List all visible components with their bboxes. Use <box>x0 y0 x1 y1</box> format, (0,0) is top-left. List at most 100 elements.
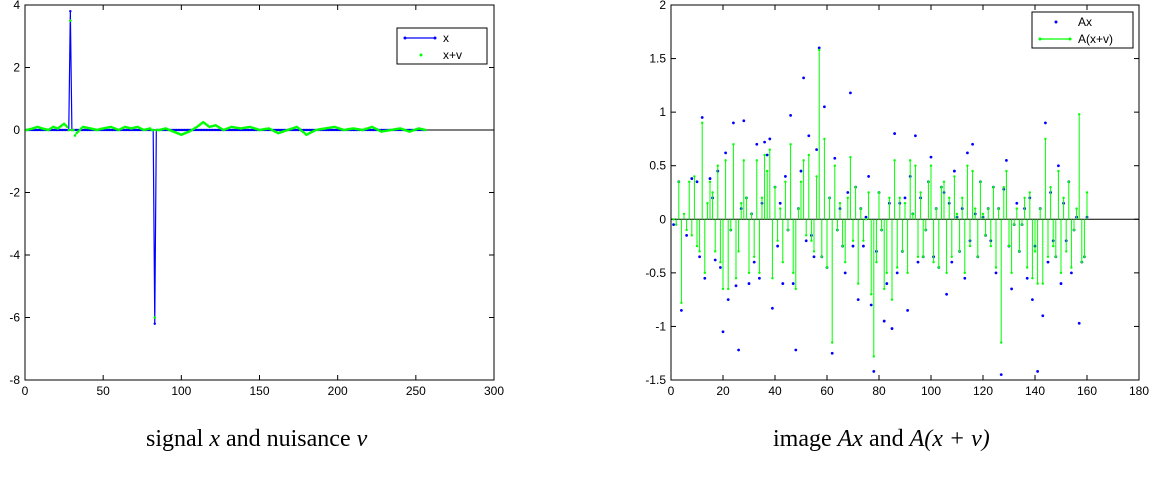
right-data-point <box>794 287 797 291</box>
right-data-point <box>953 169 956 173</box>
right-data-point <box>945 271 948 275</box>
right-data-point <box>1075 207 1078 210</box>
right-xtick-label: 100 <box>921 384 941 398</box>
right-xtick-label: 20 <box>716 384 730 398</box>
left-data-point <box>69 10 72 13</box>
right-ytick-label: -1.5 <box>645 373 666 387</box>
right-data-point <box>734 284 738 288</box>
right-data-point <box>877 191 881 194</box>
right-data-point <box>856 298 860 302</box>
right-data-point <box>864 218 868 221</box>
right-data-point <box>1039 207 1042 210</box>
right-data-point <box>724 159 727 162</box>
right-data-point <box>929 164 933 167</box>
right-data-point <box>1070 266 1073 269</box>
right-legend-marker <box>1054 20 1058 24</box>
right-data-point <box>682 212 686 216</box>
right-data-point <box>760 196 764 200</box>
right-data-point <box>906 271 909 275</box>
right-data-point <box>812 255 816 259</box>
right-data-point <box>1031 298 1034 302</box>
left-data-point <box>72 128 75 132</box>
right-data-point <box>862 244 865 248</box>
right-data-point <box>976 255 979 258</box>
right-data-point <box>695 244 699 248</box>
right-data-point <box>812 250 816 253</box>
right-data-point <box>786 228 790 232</box>
right-data-point <box>672 223 675 227</box>
right-legend: Ax A(x+v) <box>1031 11 1134 49</box>
right-data-point <box>807 134 811 138</box>
right-data-point <box>1041 282 1044 285</box>
left-legend-label: x+v <box>443 48 462 62</box>
right-data-point <box>799 169 803 173</box>
right-data-point <box>815 175 818 178</box>
right-data-point <box>700 116 704 119</box>
left-plot-frame <box>24 4 495 381</box>
left-caption: signal x and nuisance v <box>146 426 367 453</box>
right-data-point <box>690 234 693 237</box>
left-data-point <box>73 134 77 137</box>
right-data-point <box>1023 196 1026 200</box>
right-data-point <box>768 137 772 141</box>
right-data-point <box>794 348 798 352</box>
right-data-point <box>901 250 904 253</box>
right-data-point <box>999 373 1003 377</box>
right-data-point <box>883 287 886 291</box>
right-data-point <box>727 287 730 291</box>
right-data-point <box>753 255 756 258</box>
right-data-point <box>784 180 787 183</box>
right-data-point <box>703 271 706 275</box>
right-xtick-label: 180 <box>1129 384 1149 398</box>
right-data-point <box>706 202 709 205</box>
right-data-point <box>802 76 805 80</box>
right-ytick-label: 1 <box>659 105 666 119</box>
right-data-point <box>680 308 683 312</box>
right-data-point <box>1062 196 1065 200</box>
right-data-point <box>989 244 992 248</box>
right-data-point <box>740 202 743 205</box>
left-ytick-label: -6 <box>9 311 20 325</box>
right-data-point <box>708 177 712 180</box>
right-ytick-label: -0.5 <box>645 266 666 280</box>
right-data-point <box>828 196 831 200</box>
right-data-point <box>1010 271 1013 275</box>
right-data-point <box>1046 260 1050 264</box>
right-data-point <box>914 164 917 167</box>
right-data-point <box>867 191 870 194</box>
right-data-point <box>792 271 795 275</box>
right-data-point <box>1065 250 1068 253</box>
right-legend-label: A(x+v) <box>1078 32 1113 46</box>
right-series-a-x-v- <box>672 48 1089 358</box>
right-data-point <box>825 266 829 269</box>
right-data-point <box>984 234 987 237</box>
right-caption-text-2: and <box>862 426 910 452</box>
left-chart: 0 50 100 150 200 250 300 -8 -6 -4 -2 0 2 4 x x+v <box>9 0 504 398</box>
right-data-point <box>971 142 974 146</box>
right-data-point <box>979 180 982 183</box>
right-data-point <box>737 250 740 253</box>
right-data-point <box>1018 250 1021 253</box>
right-legend-label: Ax <box>1078 15 1092 29</box>
right-data-point <box>922 255 925 258</box>
right-data-point <box>966 164 969 167</box>
right-data-point <box>1005 158 1008 162</box>
right-data-point <box>875 260 878 264</box>
right-data-point <box>714 250 717 253</box>
left-ytick-label: -8 <box>9 373 20 387</box>
left-ytick-label: 4 <box>13 0 20 12</box>
right-legend-box <box>1031 11 1134 49</box>
right-data-point <box>890 327 894 330</box>
right-data-point <box>817 46 821 50</box>
right-data-point <box>846 191 850 194</box>
right-data-point <box>870 293 873 296</box>
right-data-point <box>903 202 907 205</box>
right-data-point <box>867 175 870 178</box>
right-data-point <box>675 223 678 226</box>
right-data-point <box>747 282 751 285</box>
right-data-point <box>893 159 896 162</box>
right-data-point <box>771 277 774 280</box>
right-xtick-label: 140 <box>1025 384 1045 398</box>
right-data-point <box>1052 244 1055 248</box>
right-data-point <box>1070 271 1073 275</box>
